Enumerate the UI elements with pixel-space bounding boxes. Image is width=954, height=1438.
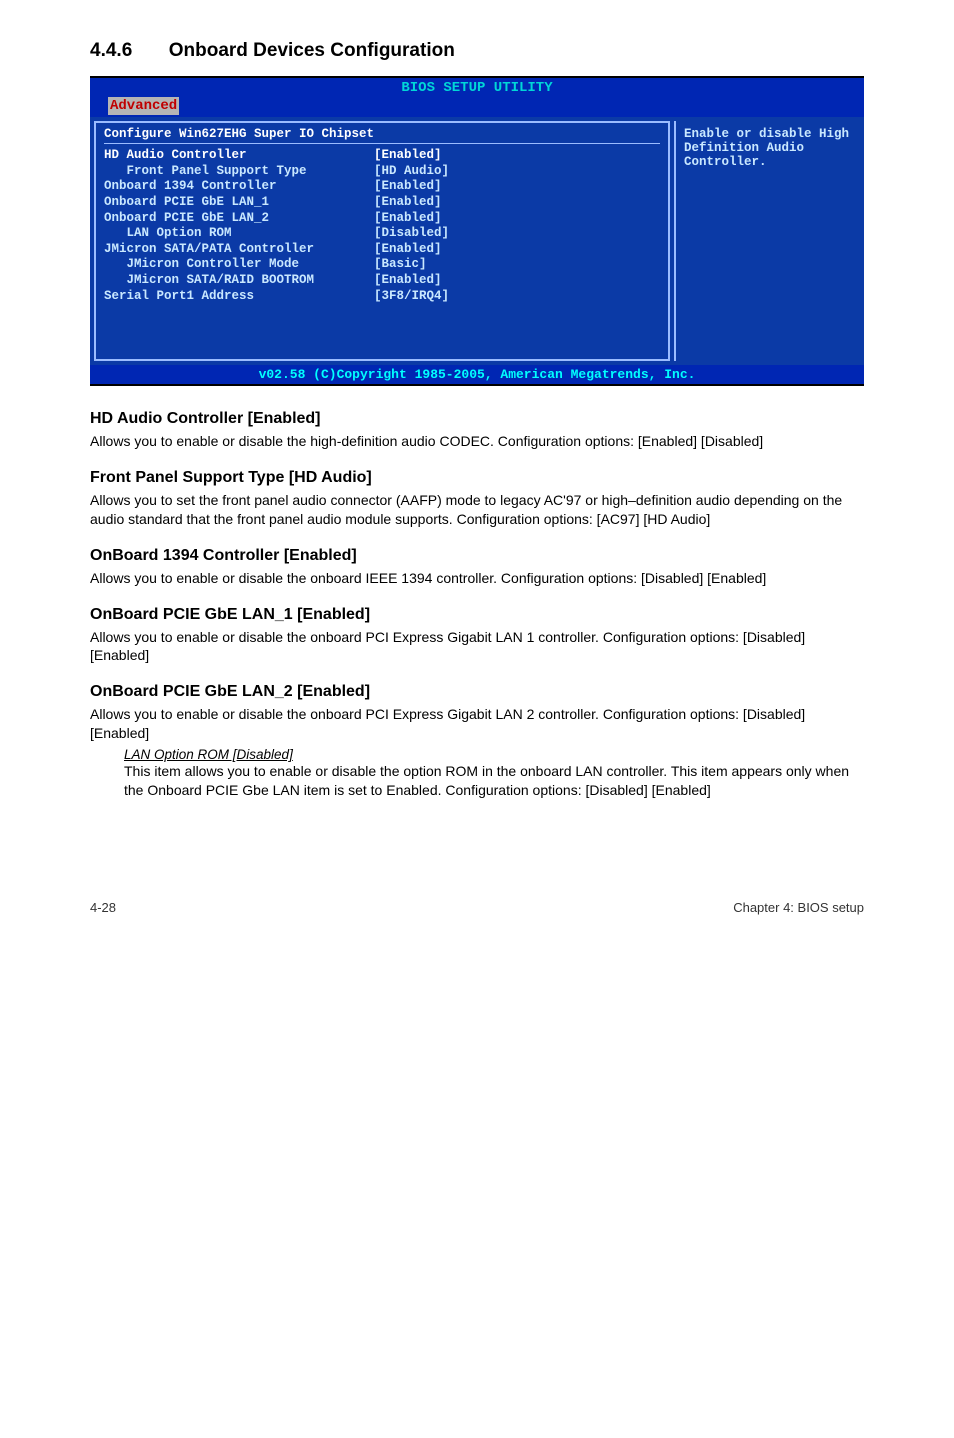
subsection-heading: OnBoard PCIE GbE LAN_1 [Enabled]: [90, 606, 864, 624]
bios-footer: v02.58 (C)Copyright 1985-2005, American …: [90, 365, 864, 384]
bios-left-panel: Configure Win627EHG Super IO Chipset HD …: [90, 117, 674, 365]
subsection-heading: Front Panel Support Type [HD Audio]: [90, 469, 864, 487]
bios-row-value: [Enabled]: [374, 179, 442, 195]
subsection-heading: OnBoard 1394 Controller [Enabled]: [90, 547, 864, 565]
page-footer: 4-28 Chapter 4: BIOS setup: [90, 900, 864, 915]
bios-row-value: [Enabled]: [374, 195, 442, 211]
bios-row[interactable]: JMicron SATA/PATA Controller[Enabled]: [104, 242, 660, 258]
bios-row[interactable]: Onboard PCIE GbE LAN_2[Enabled]: [104, 211, 660, 227]
bios-body: Configure Win627EHG Super IO Chipset HD …: [90, 117, 864, 365]
subsection-body: Allows you to enable or disable the onbo…: [90, 569, 864, 588]
bios-row-key: JMicron Controller Mode: [104, 257, 374, 273]
bios-row[interactable]: HD Audio Controller[Enabled]: [104, 148, 660, 164]
bios-row[interactable]: Front Panel Support Type[HD Audio]: [104, 164, 660, 180]
bios-row[interactable]: JMicron Controller Mode[Basic]: [104, 257, 660, 273]
bios-help-text: Enable or disable High Definition Audio …: [684, 127, 852, 169]
bios-row[interactable]: LAN Option ROM[Disabled]: [104, 226, 660, 242]
bios-screenshot: BIOS SETUP UTILITY Advanced Configure Wi…: [90, 76, 864, 386]
bios-help-panel: Enable or disable High Definition Audio …: [674, 121, 860, 361]
subsection-body: Allows you to enable or disable the onbo…: [90, 628, 864, 666]
subsection-body: Allows you to enable or disable the high…: [90, 432, 864, 451]
bios-row-key: Front Panel Support Type: [104, 164, 374, 180]
bios-row-value: [Enabled]: [374, 242, 442, 258]
bios-row[interactable]: Serial Port1 Address[3F8/IRQ4]: [104, 289, 660, 305]
bios-row-key: HD Audio Controller: [104, 148, 374, 164]
bios-row-key: JMicron SATA/RAID BOOTROM: [104, 273, 374, 289]
bios-tabs: Advanced: [90, 96, 864, 117]
subsection-body: Allows you to set the front panel audio …: [90, 491, 864, 529]
bios-row-value: [Disabled]: [374, 226, 449, 242]
bios-row-value: [3F8/IRQ4]: [374, 289, 449, 305]
bios-row-key: Serial Port1 Address: [104, 289, 374, 305]
chapter-label: Chapter 4: BIOS setup: [733, 900, 864, 915]
bios-row-value: [Enabled]: [374, 148, 442, 164]
bios-row-value: [Basic]: [374, 257, 427, 273]
bios-row-value: [Enabled]: [374, 273, 442, 289]
section-header: 4.4.6 Onboard Devices Configuration: [90, 40, 864, 62]
section-number: 4.4.6: [90, 40, 132, 62]
bios-title: BIOS SETUP UTILITY: [90, 78, 864, 96]
subsection-body: Allows you to enable or disable the onbo…: [90, 705, 864, 743]
bios-tab-advanced[interactable]: Advanced: [108, 97, 179, 115]
bios-row-key: LAN Option ROM: [104, 226, 374, 242]
bios-row-key: Onboard PCIE GbE LAN_2: [104, 211, 374, 227]
lan-option-rom-block: LAN Option ROM [Disabled] This item allo…: [124, 747, 864, 800]
subsection-heading: HD Audio Controller [Enabled]: [90, 410, 864, 428]
bios-row[interactable]: Onboard 1394 Controller[Enabled]: [104, 179, 660, 195]
lan-option-rom-title: LAN Option ROM [Disabled]: [124, 747, 864, 762]
bios-row-value: [Enabled]: [374, 211, 442, 227]
bios-row-key: Onboard 1394 Controller: [104, 179, 374, 195]
subsection-heading: OnBoard PCIE GbE LAN_2 [Enabled]: [90, 683, 864, 701]
bios-row[interactable]: Onboard PCIE GbE LAN_1[Enabled]: [104, 195, 660, 211]
bios-row[interactable]: JMicron SATA/RAID BOOTROM[Enabled]: [104, 273, 660, 289]
lan-option-rom-body: This item allows you to enable or disabl…: [124, 762, 864, 800]
bios-row-key: JMicron SATA/PATA Controller: [104, 242, 374, 258]
bios-panel-heading: Configure Win627EHG Super IO Chipset: [104, 127, 660, 144]
section-title: Onboard Devices Configuration: [169, 40, 455, 62]
bios-row-value: [HD Audio]: [374, 164, 449, 180]
page-number: 4-28: [90, 900, 116, 915]
bios-row-key: Onboard PCIE GbE LAN_1: [104, 195, 374, 211]
